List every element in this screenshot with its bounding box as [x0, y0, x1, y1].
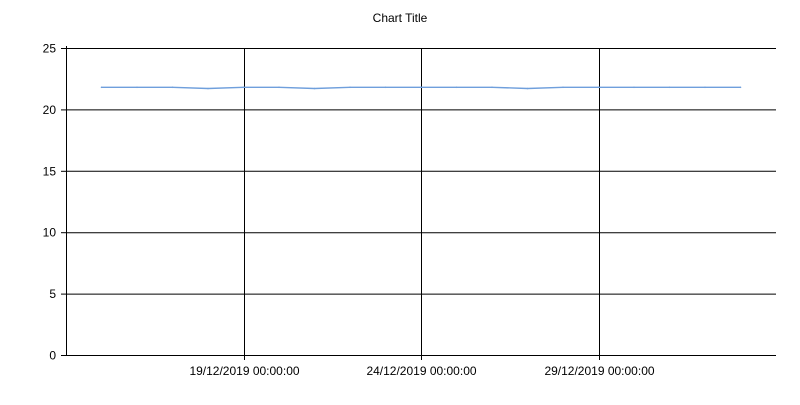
data-point [704, 86, 706, 89]
data-point [633, 86, 635, 89]
x-tick-label: 19/12/2019 00:00:00 [189, 364, 299, 378]
data-point [207, 87, 209, 90]
y-tick-label: 10 [43, 226, 57, 240]
series-layer [100, 86, 742, 90]
data-point [278, 86, 280, 89]
y-tick-label: 25 [43, 42, 57, 56]
x-tick-label: 24/12/2019 00:00:00 [366, 364, 476, 378]
data-point [136, 86, 138, 89]
data-point [349, 86, 351, 89]
y-tick-label: 15 [43, 164, 57, 178]
data-point [491, 86, 493, 89]
grid-layer [66, 48, 776, 360]
data-point [313, 87, 316, 90]
axis-layer [61, 46, 776, 356]
data-point [242, 86, 245, 89]
tick-label-layer: 0 5 10 15 20 25 19/12/2019 00:00:00 24/12/2019 … [43, 42, 655, 379]
data-point [668, 86, 671, 89]
chart-title: Chart Title [373, 11, 428, 25]
y-tick-label: 5 [49, 287, 56, 301]
x-tick-label: 29/12/2019 00:00:00 [544, 364, 654, 378]
y-tick-label: 20 [43, 103, 57, 117]
data-point [420, 86, 422, 89]
data-point [455, 86, 458, 89]
data-point [562, 86, 564, 89]
data-point [100, 86, 103, 89]
data-point [526, 87, 529, 90]
data-point [384, 86, 387, 89]
data-point [171, 86, 174, 89]
data-point [597, 86, 600, 89]
data-point [739, 86, 742, 89]
y-tick-label: 0 [49, 349, 56, 363]
